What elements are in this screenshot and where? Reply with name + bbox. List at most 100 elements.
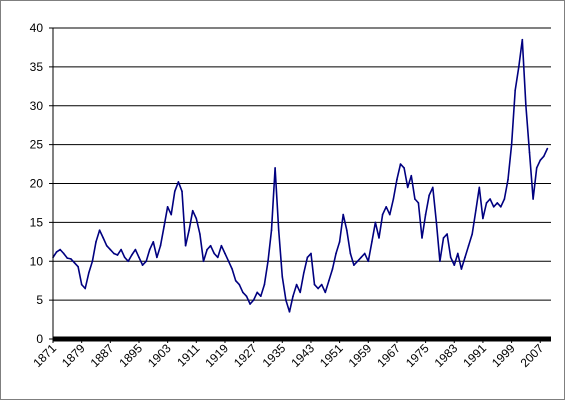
- data-point: [442, 237, 445, 239]
- data-point: [324, 291, 327, 294]
- gridlines: [53, 27, 551, 301]
- data-point: [435, 221, 438, 224]
- data-point: [396, 178, 398, 181]
- data-point: [98, 229, 101, 231]
- data-point: [474, 209, 477, 212]
- data-point: [195, 217, 198, 220]
- data-point: [535, 167, 538, 169]
- data-point: [421, 237, 423, 239]
- data-point: [274, 167, 276, 169]
- data-point: [302, 272, 305, 274]
- x-tick-label: 1927: [231, 341, 260, 370]
- data-point: [120, 248, 122, 251]
- x-tick-label: 1903: [145, 341, 174, 370]
- data-point: [159, 244, 162, 247]
- data-point: [156, 256, 158, 259]
- data-point: [374, 221, 377, 224]
- data-point: [199, 233, 201, 235]
- data-point: [338, 241, 341, 243]
- data-point: [485, 202, 488, 204]
- data-point: [378, 237, 380, 239]
- data-point: [174, 190, 176, 193]
- data-point: [138, 256, 140, 259]
- data-point: [227, 260, 230, 263]
- data-point: [317, 287, 319, 290]
- data-point: [184, 244, 187, 247]
- data-point: [431, 186, 434, 189]
- data-point: [331, 268, 334, 270]
- data-point: [213, 252, 216, 255]
- data-point: [482, 217, 484, 220]
- x-tick-label: 1887: [88, 341, 117, 370]
- data-point: [510, 143, 513, 146]
- y-tick-label: 10: [30, 254, 44, 268]
- data-point: [84, 287, 87, 290]
- data-point: [363, 252, 366, 255]
- data-point: [166, 206, 169, 208]
- data-point: [385, 206, 387, 208]
- data-point: [281, 276, 284, 278]
- data-point: [371, 241, 373, 243]
- data-point: [95, 241, 97, 243]
- data-point: [532, 198, 534, 200]
- data-point: [503, 198, 506, 200]
- x-tick-label: 1919: [202, 341, 231, 370]
- data-point: [249, 303, 251, 305]
- data-point: [292, 295, 294, 298]
- data-point: [252, 299, 255, 301]
- y-tick-label: 35: [30, 60, 44, 74]
- data-point: [242, 291, 244, 294]
- y-tick-label: 30: [30, 99, 44, 113]
- data-point: [310, 252, 312, 255]
- data-point: [127, 260, 130, 263]
- data-point: [514, 89, 516, 91]
- data-point: [59, 248, 61, 251]
- x-axis: [52, 28, 551, 342]
- data-point: [464, 256, 466, 259]
- data-point: [439, 260, 441, 263]
- data-point: [328, 279, 330, 282]
- x-axis-ticks: 1871 1879 1887 1895 1903 1911 1919 1927 1935 1943…: [30, 339, 547, 370]
- data-point: [181, 190, 183, 193]
- y-axis-ticks: 0 5 10 15 20 25 30 35 40: [30, 21, 53, 346]
- data-point: [349, 252, 352, 255]
- data-point: [270, 229, 273, 231]
- data-point: [206, 248, 208, 251]
- data-point: [467, 244, 470, 247]
- data-point: [231, 268, 233, 270]
- data-point: [245, 295, 248, 298]
- series-line-0: [52, 38, 549, 313]
- data-point: [55, 251, 58, 253]
- x-tick-label: 1983: [432, 341, 461, 370]
- x-tick-label: 1959: [346, 341, 375, 370]
- data-point: [131, 254, 133, 256]
- data-point: [123, 256, 126, 259]
- data-point: [428, 194, 430, 196]
- data-point: [163, 225, 165, 228]
- y-tick-label: 15: [30, 215, 44, 229]
- data-point: [367, 260, 370, 263]
- x-tick-label: 1895: [116, 341, 145, 370]
- data-point: [116, 254, 119, 256]
- data-point: [77, 265, 79, 268]
- data-point: [313, 283, 316, 286]
- data-point: [152, 241, 155, 243]
- data-point: [73, 262, 76, 264]
- data-point: [460, 268, 463, 270]
- data-point: [446, 233, 448, 235]
- data-point: [109, 248, 112, 251]
- data-point: [543, 155, 545, 158]
- data-point: [449, 256, 452, 259]
- x-tick-label: 1943: [288, 341, 317, 370]
- x-tick-label: 1911: [174, 341, 202, 369]
- x-tick-label: 1967: [374, 341, 403, 370]
- x-tick-label: 1951: [317, 341, 346, 370]
- data-point: [141, 264, 144, 266]
- data-point: [406, 186, 409, 189]
- data-point: [209, 244, 212, 247]
- data-point: [148, 248, 151, 251]
- data-point: [170, 213, 173, 216]
- data-point: [424, 213, 427, 216]
